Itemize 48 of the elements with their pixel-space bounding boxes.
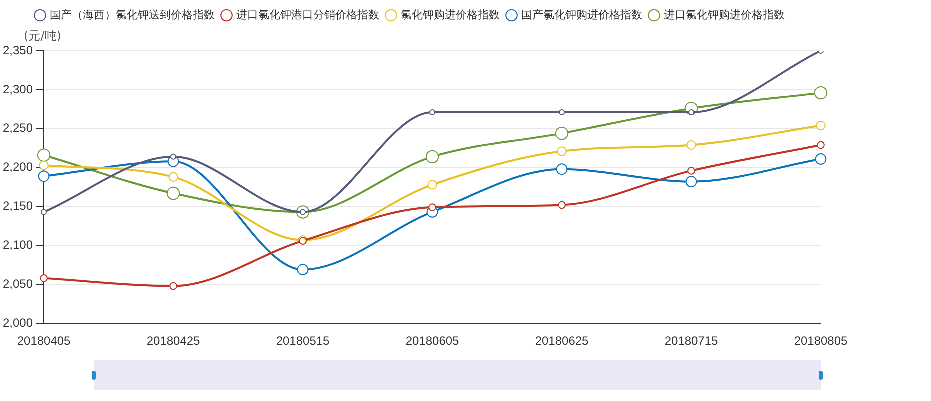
y-tick-label: 2,250: [3, 121, 34, 136]
x-tick-label: 20180805: [794, 334, 848, 348]
point: [40, 274, 48, 282]
point: [297, 264, 309, 276]
point: [814, 86, 828, 100]
x-tick-label: 20180405: [17, 334, 72, 348]
y-tick-label: 2,300: [3, 82, 34, 96]
point: [170, 282, 178, 290]
point: [166, 186, 180, 200]
y-tick-label: 2,200: [3, 160, 34, 174]
point: [557, 146, 567, 156]
y-tick-label: 2,350: [3, 43, 34, 58]
point: [430, 110, 436, 116]
point: [686, 176, 698, 188]
point: [556, 164, 568, 176]
point: [559, 110, 566, 116]
point: [37, 148, 51, 162]
y-tick-label: 2,050: [3, 276, 34, 291]
point: [688, 110, 695, 116]
point: [688, 167, 696, 175]
legend-label: 氯化钾购进价格指数: [400, 8, 500, 22]
x-tick-label: 20180515: [276, 334, 330, 348]
legend-label: 国产氯化钾购进价格指数: [521, 8, 642, 22]
legend-label: 进口氯化钾港口分销价格指数: [236, 8, 380, 22]
legend-label: 国产（海西）氯化钾送到价格指数: [50, 8, 215, 22]
point: [168, 172, 178, 182]
y-tick-label: 2,100: [3, 238, 34, 252]
point: [41, 209, 48, 216]
y-tick-label: 2,150: [3, 199, 34, 214]
point: [686, 140, 696, 150]
point: [817, 141, 825, 150]
legend-label: 进口氯化钾购进价格指数: [664, 8, 785, 22]
y-tick-label: 2,000: [3, 316, 34, 330]
point: [816, 120, 826, 131]
x-tick-label: 20180715: [664, 334, 719, 348]
point: [428, 204, 436, 212]
y-axis-title: (元/吨): [24, 29, 62, 44]
point: [428, 180, 438, 190]
point: [39, 160, 49, 170]
x-tick-label: 20180605: [406, 334, 460, 348]
point: [815, 154, 827, 165]
point: [170, 154, 177, 160]
point: [558, 201, 566, 210]
x-tick-label: 20180625: [535, 334, 590, 348]
point: [426, 150, 440, 164]
x-tick-label: 20180425: [146, 334, 201, 348]
point: [555, 126, 569, 140]
point: [38, 170, 50, 182]
